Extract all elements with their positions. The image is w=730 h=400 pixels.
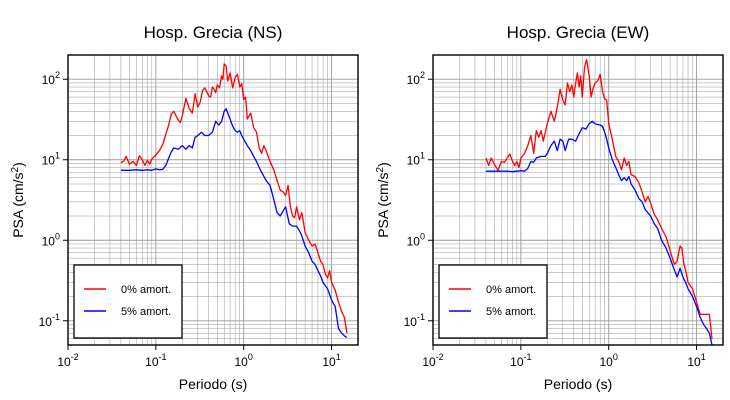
chart-title: Hosp. Grecia (EW) <box>507 23 650 42</box>
x-axis-label: Periodo (s) <box>179 376 247 392</box>
y-tick-label: 102 <box>407 70 425 87</box>
plot-frame <box>67 54 359 346</box>
x-tick-label: 10-1 <box>510 352 531 369</box>
x-axis: 10-2 10-1 100 101 <box>57 345 341 369</box>
x-axis-label: Periodo (s) <box>544 376 612 392</box>
chart-title: Hosp. Grecia (NS) <box>144 23 283 42</box>
plot-frame <box>432 54 724 346</box>
legend-box <box>438 264 548 339</box>
y-axis: 10-1 100 101 102 <box>404 70 433 329</box>
grid <box>67 54 359 346</box>
legend-label: 0% amort. <box>486 284 536 296</box>
x-tick-label: 101 <box>322 352 340 369</box>
y-tick-label: 101 <box>407 151 425 168</box>
series-line-0pct <box>485 59 713 339</box>
chart-panel-ew: 10-2 10-1 100 101 10-1 100 101 102 Hosp. Grecia … <box>375 23 724 392</box>
x-tick-label: 10-2 <box>422 352 443 369</box>
y-tick-label: 10-1 <box>404 312 425 329</box>
series-line-5pct <box>120 108 348 339</box>
y-tick-label: 102 <box>42 70 60 87</box>
x-tick-label: 10-2 <box>57 352 78 369</box>
legend-label: 5% amort. <box>121 306 171 318</box>
legend: 0% amort. 5% amort. <box>73 264 183 339</box>
x-axis: 10-2 10-1 100 101 <box>422 345 706 369</box>
chart-panel-ns: 10-2 10-1 100 101 10-1 100 101 102 Hosp. Grecia … <box>10 23 359 392</box>
x-tick-label: 101 <box>687 352 705 369</box>
legend-label: 0% amort. <box>121 284 171 296</box>
y-axis: 10-1 100 101 102 <box>39 70 68 329</box>
x-tick-label: 100 <box>600 352 618 369</box>
y-axis-label: PSA (cm/s2) <box>10 162 26 238</box>
series-line-5pct <box>485 120 713 346</box>
y-tick-label: 10-1 <box>39 312 60 329</box>
legend: 0% amort. 5% amort. <box>438 264 548 339</box>
y-axis-label: PSA (cm/s2) <box>375 162 391 238</box>
legend-box <box>73 264 183 339</box>
x-tick-label: 10-1 <box>145 352 166 369</box>
legend-label: 5% amort. <box>486 306 536 318</box>
series-line-0pct <box>120 63 348 334</box>
y-tick-label: 100 <box>42 231 60 248</box>
x-tick-label: 100 <box>235 352 253 369</box>
y-tick-label: 101 <box>42 151 60 168</box>
y-tick-label: 100 <box>407 231 425 248</box>
